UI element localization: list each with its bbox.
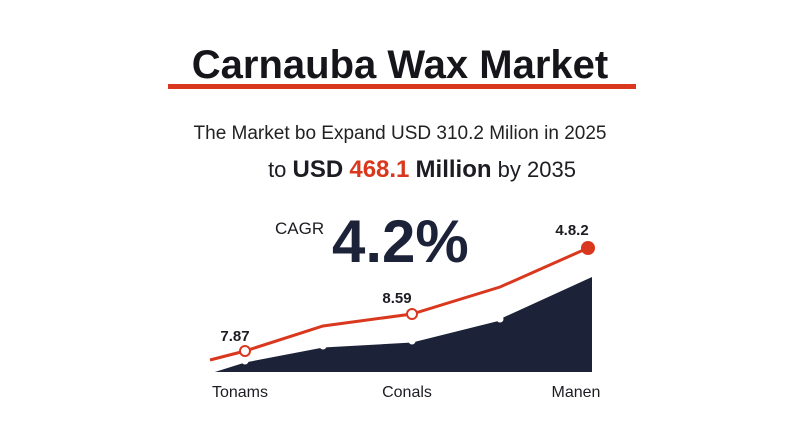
subtitle-prefix: to	[268, 157, 286, 182]
marker	[239, 345, 251, 357]
point-label: 7.87	[220, 328, 249, 345]
subtitle-amount: 468.1	[349, 156, 409, 183]
title-underline	[168, 84, 636, 89]
subtitle-currency: USD	[293, 156, 344, 183]
area-dot	[496, 315, 504, 323]
cagr-value: 4.2%	[332, 208, 469, 275]
axis-label: Tonams	[212, 384, 268, 401]
title: Carnauba Wax Market	[192, 43, 608, 87]
subtitle-line2: to USD 468.1 Million by 2035	[268, 156, 576, 183]
marker	[581, 241, 595, 255]
axis-label: Conals	[382, 384, 432, 401]
area-dot	[241, 357, 249, 365]
subtitle-line1: The Market bo Expand USD 310.2 Milion in…	[194, 123, 607, 144]
area	[210, 277, 592, 372]
trend-line	[209, 246, 589, 362]
point-label: 4.8.2	[555, 222, 588, 239]
subtitle-suffix: by 2035	[498, 157, 576, 182]
point-label: 8.59	[382, 290, 411, 307]
marker	[406, 308, 418, 320]
area-dot	[319, 342, 327, 350]
axis-label: Manen	[552, 384, 601, 401]
cagr-label: CAGR	[275, 219, 324, 238]
subtitle-unit: Million	[416, 156, 492, 183]
area-dot	[408, 337, 416, 345]
